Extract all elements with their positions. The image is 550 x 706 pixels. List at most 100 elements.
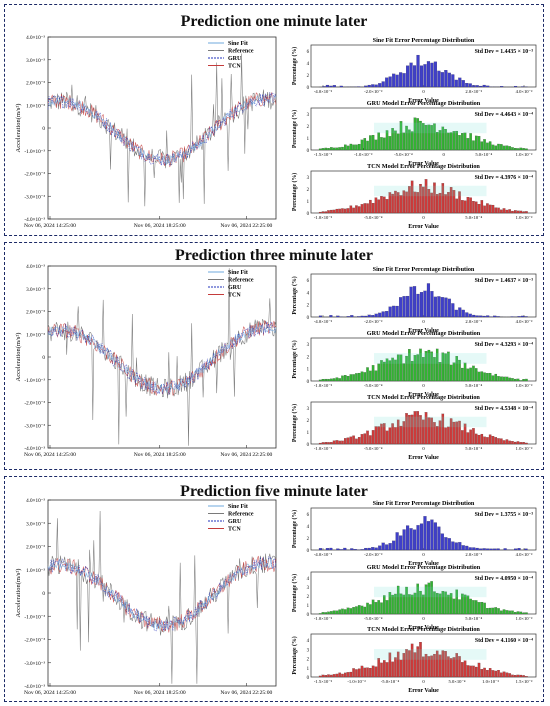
histogram-y-tick-label: 2 [307,304,310,309]
histogram-bar [344,375,347,382]
histogram-y-tick-label: 4 [307,577,310,582]
histogram-bar [454,309,458,318]
histogram-bar [433,522,437,551]
histogram-bar [338,440,341,445]
histogram-bar [339,549,343,551]
histogram-bar [496,548,500,551]
histogram-bar [422,357,425,382]
histogram-bar [388,543,392,551]
histogram-bar [463,423,467,445]
histogram-bar [491,670,495,678]
histogram-bar [410,360,414,382]
histogram-bar [391,357,394,382]
histogram-bar [438,362,442,382]
histogram-bar [423,290,427,318]
histogram-bar [463,200,467,214]
histogram-bar [371,599,375,615]
histogram-bar [391,661,394,678]
histogram-bar [344,438,347,445]
histogram-bar [392,73,396,88]
histogram-bar [427,124,431,151]
histogram-bar [500,209,503,214]
y-tick-label: -3.0×10⁻³ [24,423,45,429]
histogram-bar [355,205,358,214]
histogram-bar [488,668,492,678]
histogram-bar [502,671,506,678]
histogram-bar [483,602,486,615]
panel-title: Prediction three minute later [174,247,374,264]
histogram-y-label: Percentage (%) [291,340,298,378]
histogram-bar [357,372,361,382]
histogram-bar [525,148,528,151]
histogram-bar [444,194,447,214]
series-tcn-line [47,92,277,168]
histogram-title: Sine Fit Error Percentage Distribution [373,266,475,273]
x-tick-label: Nov 06, 2024 14:25:00 [24,452,76,458]
histogram-bar [519,611,523,615]
histogram-x-tick-label: 0 [442,152,445,157]
histogram-bar [402,190,406,214]
histogram-bar [488,607,492,615]
x-tick-label: Nov 06, 2024 18:25:00 [134,690,186,696]
histogram-bar [369,135,372,151]
histogram-bar [409,286,413,318]
histogram-bar [477,371,481,382]
histogram-bar [479,548,483,551]
histogram-bar [516,674,520,678]
histogram-bar [410,131,414,151]
y-tick-label: 2.0×10⁻³ [26,545,45,551]
histogram-y-tick-label: 3 [307,407,310,412]
histogram-bar [517,316,521,318]
histogram-bar [350,548,354,551]
histogram-bar [330,442,333,445]
y-tick-label: 2.0×10⁻³ [26,310,45,316]
y-tick-label: -3.0×10⁻³ [24,661,45,667]
y-tick-label: 1.0×10⁻³ [26,103,45,109]
histogram-bar [413,355,417,382]
histogram-bar [440,297,444,318]
histogram-bar [335,440,339,445]
histogram-bar [423,516,427,551]
histogram-bar [321,442,325,445]
histogram-bar [363,606,367,615]
histogram-bar [497,207,500,214]
histogram-bar [469,598,472,615]
histogram-bar [374,197,378,214]
histogram-bar [374,84,378,88]
histogram-bar [383,595,386,615]
histogram-bar [416,192,419,214]
histogram-bar [399,425,403,445]
histogram-bar [338,147,341,151]
histogram-bar [497,143,500,151]
histogram-bar [357,206,361,214]
histogram-bar [385,662,389,678]
histogram-x-tick-label: 4.0×10⁻³ [516,89,533,94]
histogram-bar [522,148,525,151]
histogram-bar [380,662,383,678]
histogram-bar [380,137,383,151]
histogram-y-tick-label: 3 [307,586,310,591]
histogram-highlight-band [374,649,487,660]
histogram-bar [508,440,511,445]
histogram-bar [410,180,414,214]
histogram-bar [511,378,514,382]
histogram-bar [318,148,322,151]
histogram-bar [346,607,350,615]
histogram-title: Sine Fit Error Percentage Distribution [373,37,475,44]
histogram-bar [318,548,323,551]
histogram-x-tick-label: 0 [422,679,425,684]
histogram-std-dev: Std Dev = 4.3976 × 10⁻⁴ [475,175,534,181]
histogram-bar [483,372,486,382]
histogram-bar [441,352,445,382]
histogram-bar [469,429,472,445]
histogram-bar [475,315,479,318]
histogram-bar [520,315,525,318]
histogram-bar [355,373,358,382]
histogram-bar [410,643,414,678]
histogram-bar [324,675,328,678]
histogram-bar [405,191,408,214]
histogram-bar [437,526,441,551]
histogram-bar [525,612,528,615]
histogram-bar [433,182,436,214]
histogram-bar [486,548,490,551]
